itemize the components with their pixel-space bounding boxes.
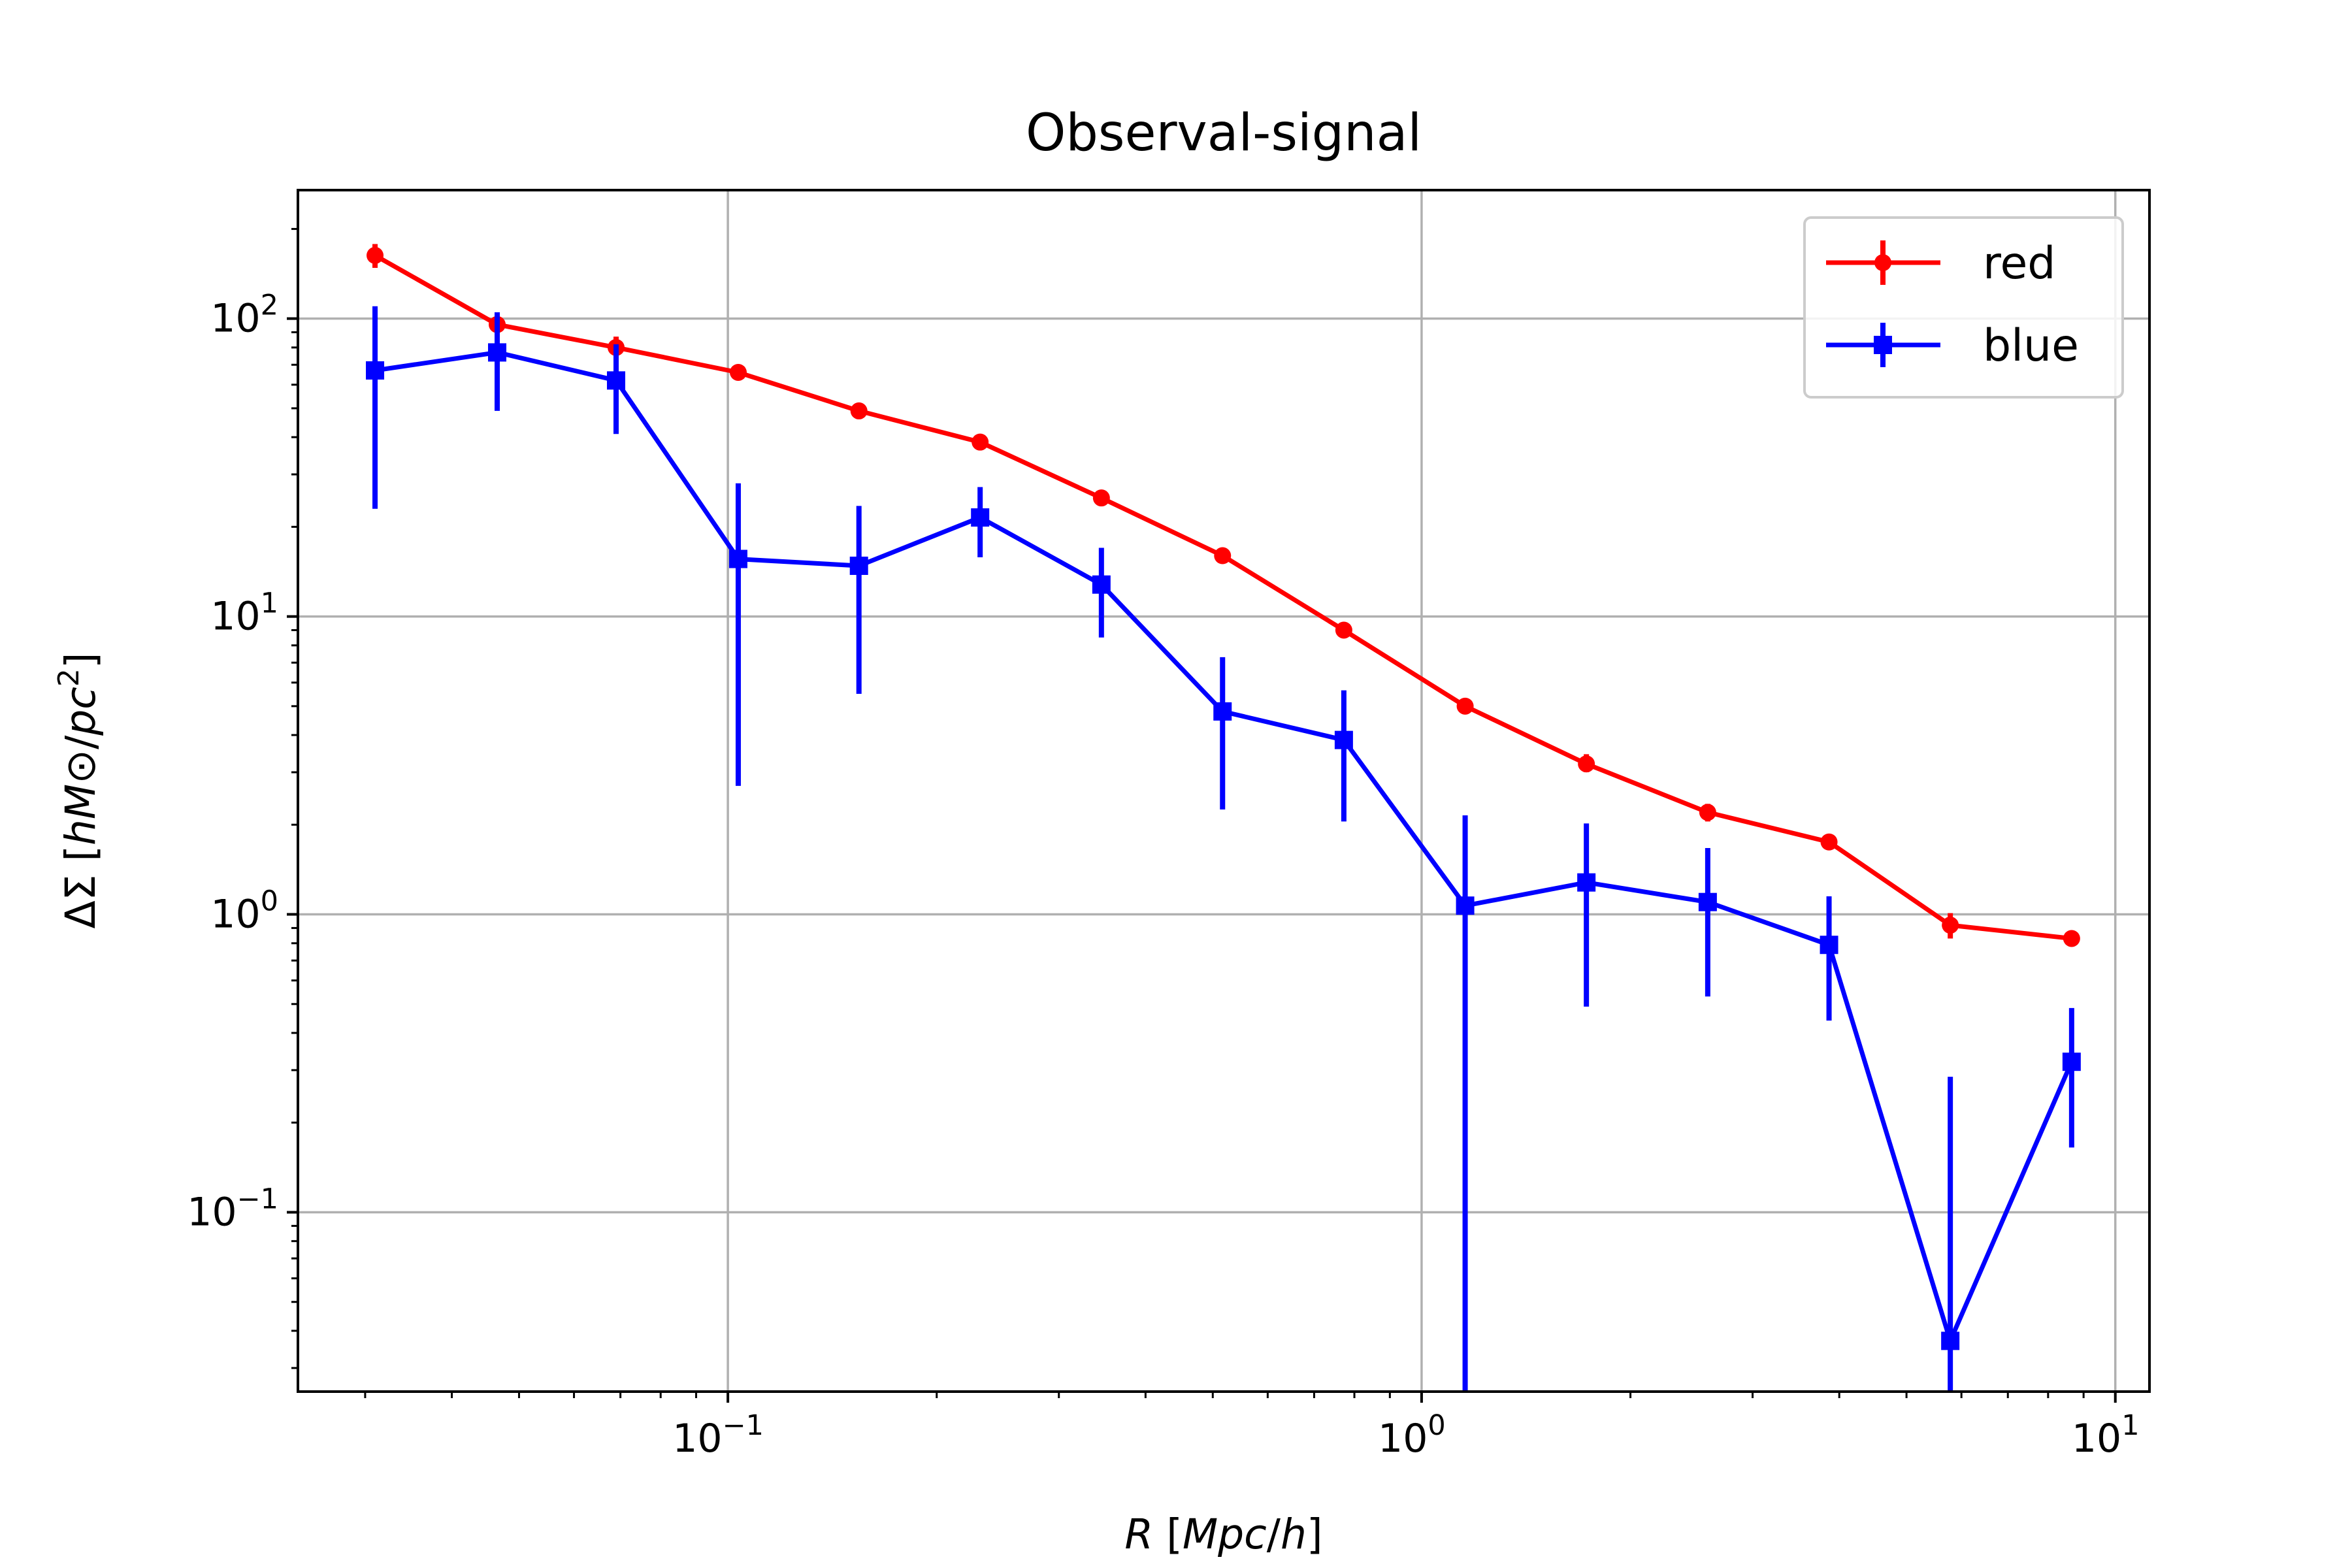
data-point-red <box>1092 489 1110 507</box>
y-axis-label: ΔΣ [hM⊙/pc2] <box>52 652 105 928</box>
data-point-blue <box>1092 575 1111 594</box>
data-point-red <box>729 363 747 381</box>
axes-frame <box>297 189 2151 1393</box>
data-point-blue <box>849 556 868 575</box>
chart-title: Observal-signal <box>1026 104 1422 163</box>
legend-marker-red <box>1874 254 1891 271</box>
legend-label-red: red <box>1983 238 2055 289</box>
data-point-red <box>1942 917 1959 934</box>
data-point-red <box>1699 804 1716 821</box>
data-point-red <box>1214 547 1232 564</box>
series-blue <box>366 306 2081 1392</box>
data-point-blue <box>1941 1331 1960 1350</box>
data-point-red <box>2063 930 2080 947</box>
legend-entry-blue: blue <box>1826 320 2079 372</box>
data-point-blue <box>1213 702 1232 721</box>
data-point-blue <box>728 549 747 568</box>
data-point-red <box>1578 755 1595 773</box>
data-point-red <box>1335 621 1352 639</box>
plot-series <box>366 244 2081 1392</box>
data-point-red <box>1820 833 1838 851</box>
data-point-blue <box>2062 1053 2081 1071</box>
legend-label-blue: blue <box>1983 320 2079 372</box>
data-point-blue <box>606 371 625 390</box>
x-axis-label: R [Mpc/h] <box>1124 1511 1322 1558</box>
legend-entry-red: red <box>1826 238 2055 289</box>
data-point-red <box>367 246 384 264</box>
legend-marker-blue <box>1874 336 1892 354</box>
data-point-blue <box>1456 896 1475 915</box>
data-point-blue <box>1334 730 1353 749</box>
data-point-blue <box>366 361 385 380</box>
ticks <box>287 227 2117 1403</box>
data-point-blue <box>1820 936 1838 955</box>
data-point-blue <box>487 343 506 362</box>
data-point-red <box>850 402 868 419</box>
data-point-red <box>1456 697 1474 715</box>
data-point-blue <box>971 508 990 527</box>
data-point-blue <box>1698 892 1717 911</box>
legend: red blue <box>1803 216 2124 399</box>
data-point-blue <box>1577 873 1596 892</box>
data-point-red <box>972 433 989 451</box>
